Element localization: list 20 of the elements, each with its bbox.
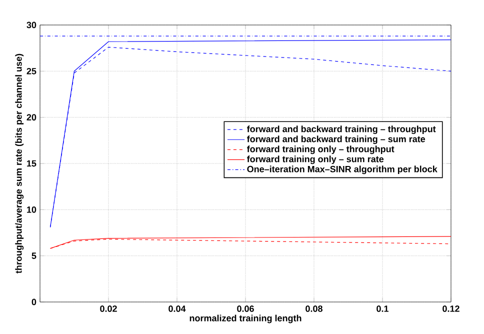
x-tick-label: 0.06: [237, 306, 254, 312]
y-axis-title: throughput/average sum rate (bits per channel use): [15, 54, 24, 274]
legend-label: forward training only – throughput: [246, 146, 394, 154]
legend-label: forward and backward training – throughput: [246, 126, 436, 134]
x-tick-label: 0.02: [100, 306, 117, 312]
x-tick-label: 0.12: [442, 306, 460, 312]
y-tick-label: 10: [27, 206, 36, 213]
legend-label: One–iteration Max–SINR algorithm per block: [247, 166, 438, 174]
y-tick-label: 25: [26, 68, 36, 74]
legend-label: forward training only – sum rate: [246, 156, 384, 164]
x-axis-title: normalized training length: [190, 314, 302, 324]
x-tick-label: 0.08: [306, 306, 322, 312]
y-tick-label: 0: [32, 298, 36, 306]
y-tick-label: 5: [32, 252, 36, 259]
x-tick-label: 0.04: [168, 306, 186, 312]
y-tick-label: 20: [26, 114, 36, 121]
y-tick-label: 15: [27, 160, 36, 167]
legend-label: forward and backward training – sum rate: [246, 136, 426, 144]
x-tick-label: 0.1: [376, 306, 388, 312]
y-tick-label: 30: [26, 22, 36, 28]
